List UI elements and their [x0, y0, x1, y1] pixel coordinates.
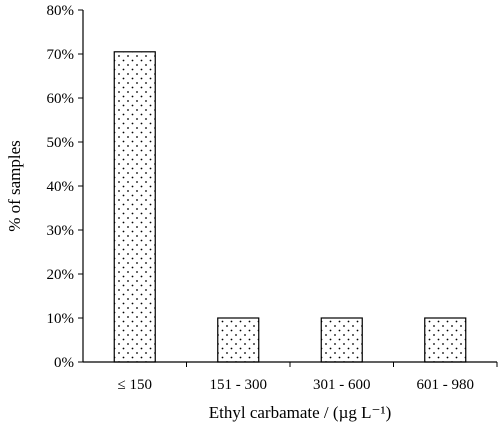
- x-tick-label: 601 - 980: [417, 377, 475, 393]
- bar-0: [113, 51, 156, 363]
- bar-3: [424, 317, 467, 363]
- x-tick-label: 301 - 600: [313, 377, 371, 393]
- y-tick-label: 20%: [47, 267, 75, 283]
- y-axis-title: % of samples: [5, 140, 24, 232]
- x-tick-label: 151 - 300: [210, 377, 268, 393]
- y-tick-label: 0%: [54, 355, 74, 371]
- y-axis-ticks: 0% 10% 20% 30% 40% 50% 60% 70% 80%: [47, 3, 83, 371]
- bar-1: [217, 317, 260, 363]
- y-tick-label: 80%: [47, 3, 75, 19]
- x-axis-title: Ethyl carbamate / (µg L⁻¹): [209, 403, 391, 422]
- bars: [113, 51, 467, 363]
- y-tick-label: 50%: [47, 135, 75, 151]
- y-tick-label: 60%: [47, 91, 75, 107]
- y-tick-label: 40%: [47, 179, 75, 195]
- x-axis-ticks: ≤ 150 151 - 300 301 - 600 601 - 980: [118, 362, 498, 393]
- y-tick-label: 10%: [47, 311, 75, 327]
- x-tick-label: ≤ 150: [118, 377, 152, 393]
- bar-2: [320, 317, 363, 363]
- y-tick-label: 30%: [47, 223, 75, 239]
- y-tick-label: 70%: [47, 47, 75, 63]
